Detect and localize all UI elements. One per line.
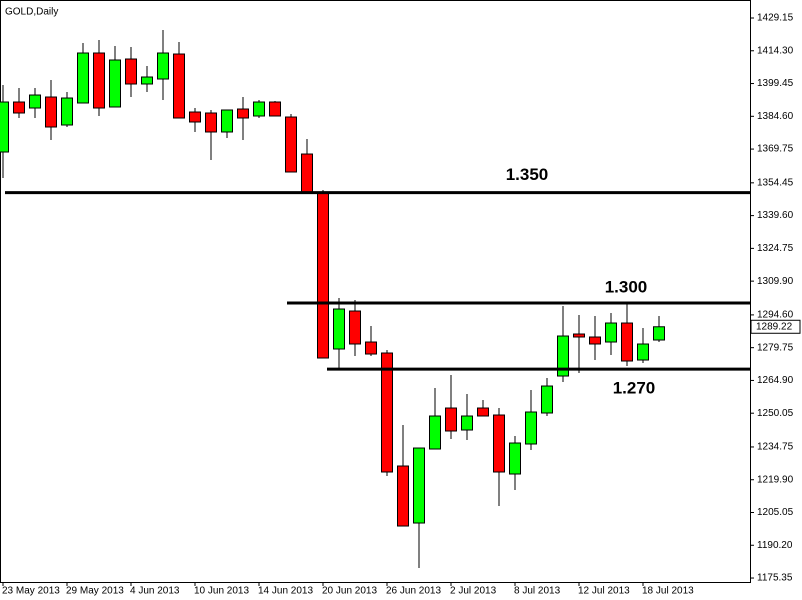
candle-body [525,411,537,445]
candle-body [445,407,457,432]
candle-body [605,322,617,343]
x-tick-label: 4 Jun 2013 [130,586,180,597]
y-tick-label: 1205.05 [757,507,794,518]
candle-body [429,415,441,450]
candle-body [301,153,313,194]
candle-body [557,335,569,377]
candle-body [269,101,281,117]
y-tick-label: 1324.75 [757,243,794,254]
plot-frame [0,0,751,583]
x-tick-label: 12 Jul 2013 [578,586,630,597]
x-tick-label: 10 Jun 2013 [194,586,249,597]
candle-body [541,385,553,414]
x-tick-label: 8 Jul 2013 [514,586,561,597]
y-tick-label: 1414.30 [757,45,794,56]
candle-body [61,97,73,126]
candle-body [493,414,505,473]
y-tick-label: 1175.35 [757,573,793,584]
candle-body [653,326,665,341]
candle-body [461,415,473,431]
candle-body [125,58,137,85]
candle-body [0,101,9,153]
candle-body [253,101,265,117]
candle-body [573,333,585,338]
x-tick-label: 20 Jun 2013 [322,586,377,597]
y-tick-label: 1309.90 [757,276,794,287]
candle-body [141,76,153,85]
x-tick-label: 2 Jul 2013 [450,586,497,597]
candle-body [621,322,633,362]
candle-body [285,116,297,173]
y-tick-label: 1354.45 [757,177,794,188]
candle-body [237,108,249,119]
y-tick-label: 1219.90 [757,474,794,485]
level-label: 1.270 [613,379,656,398]
y-tick-label: 1250.05 [757,408,794,419]
y-tick-label: 1264.90 [757,375,794,386]
candle-body [13,101,25,114]
candle-body [45,96,57,128]
candle-body [205,112,217,133]
chart-title: GOLD,Daily [5,7,58,18]
x-tick-label: 29 May 2013 [66,586,124,597]
y-tick-label: 1190.20 [757,540,793,551]
candle-body [157,52,169,80]
current-price: 1289.22 [756,321,793,332]
y-tick-label: 1384.60 [757,111,794,122]
candle-body [109,59,121,108]
candle-body [77,52,89,104]
candle-body [509,442,521,475]
price-box [750,319,801,334]
candle-body [381,352,393,473]
x-tick-label: 23 May 2013 [2,586,60,597]
level-label: 1.300 [605,277,648,296]
candle-body [413,447,425,524]
candle-body [637,343,649,361]
y-tick-label: 1294.60 [757,310,794,321]
candle-body [317,191,329,359]
y-tick-label: 1234.75 [757,442,794,453]
candle-body [477,407,489,417]
candle-body [333,308,345,350]
candle-body [349,310,361,345]
candle-body [29,94,41,109]
x-tick-label: 26 Jun 2013 [386,586,441,597]
candle-body [173,53,185,119]
y-tick-label: 1339.60 [757,210,794,221]
candle-body [189,111,201,123]
x-tick-label: 14 Jun 2013 [258,586,313,597]
candle-body [589,336,601,345]
x-tick-label: 18 Jul 2013 [642,586,694,597]
candle-body [221,109,233,133]
y-tick-label: 1279.75 [757,342,794,353]
candle-body [365,341,377,355]
candle-body [93,52,105,109]
y-tick-label: 1369.75 [757,144,794,155]
level-label: 1.350 [506,165,549,184]
y-tick-label: 1429.15 [757,13,794,24]
candle-body [397,465,409,527]
y-tick-label: 1399.45 [757,78,794,89]
